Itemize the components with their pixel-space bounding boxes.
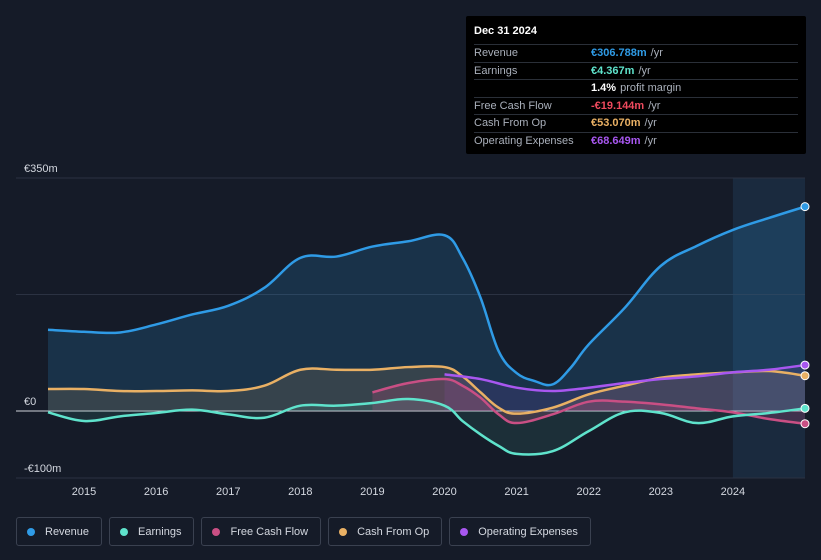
legend-item-cash-from-op[interactable]: Cash From Op xyxy=(328,517,443,546)
data-tooltip: Dec 31 2024 Revenue €306.788m/yr Earnings €… xyxy=(466,16,806,154)
tooltip-row-label xyxy=(474,80,591,97)
x-tick-label: 2023 xyxy=(649,486,673,498)
y-tick-label: €0 xyxy=(24,396,36,408)
x-tick-label: 2015 xyxy=(72,486,96,498)
tooltip-row: Operating Expenses €68.649m/yr xyxy=(474,133,798,151)
tooltip-row: Revenue €306.788m/yr xyxy=(474,45,798,63)
x-tick-label: 2018 xyxy=(288,486,312,498)
legend-label: Free Cash Flow xyxy=(230,525,309,538)
area-operating-expenses xyxy=(444,365,805,411)
line-revenue xyxy=(47,205,806,387)
endpoint-free-cash-flow xyxy=(800,419,810,429)
legend-dot-icon xyxy=(339,527,348,536)
area-free-cash-flow xyxy=(372,378,805,424)
x-tick-label: 2017 xyxy=(216,486,240,498)
tooltip-row-value: -€19.144m xyxy=(591,99,645,112)
legend-dot-icon xyxy=(212,527,221,536)
tooltip-row-unit: /yr xyxy=(650,47,663,59)
line-free-cash-flow xyxy=(372,377,806,425)
line-earnings xyxy=(47,397,806,456)
recent-period-band xyxy=(732,178,805,478)
area-revenue xyxy=(48,206,805,411)
legend-item-free-cash-flow[interactable]: Free Cash Flow xyxy=(201,517,322,546)
x-tick-label: 2021 xyxy=(504,486,528,498)
tooltip-row-unit: /yr xyxy=(644,117,657,129)
tooltip-row: 1.4% profit margin xyxy=(474,80,798,98)
x-tick-label: 2020 xyxy=(432,486,456,498)
tooltip-row-unit: /yr xyxy=(648,99,661,112)
x-tick-label: 2022 xyxy=(576,486,600,498)
tooltip-row-unit: /yr xyxy=(638,64,651,77)
y-tick-label: €350m xyxy=(24,163,58,175)
legend-dot-icon xyxy=(460,527,469,536)
endpoint-operating-expenses xyxy=(800,360,810,370)
legend-dot-icon xyxy=(120,527,129,536)
tooltip-row: Earnings €4.367m/yr xyxy=(474,63,798,80)
tooltip-row-label: Earnings xyxy=(474,64,518,77)
x-tick-label: 2024 xyxy=(721,486,745,498)
tooltip-row-value: €68.649m xyxy=(591,134,641,147)
legend-dot-icon xyxy=(27,527,35,536)
area-earnings xyxy=(48,398,805,455)
endpoint-cash-from-op xyxy=(800,371,810,381)
legend-label: Cash From Op xyxy=(357,525,430,538)
line-cash-from-op xyxy=(47,364,806,415)
endpoint-revenue xyxy=(800,202,810,212)
tooltip-row-unit: /yr xyxy=(644,134,657,147)
endpoint-earnings xyxy=(800,403,810,413)
tooltip-row-label: Operating Expenses xyxy=(474,134,574,147)
legend-label: Operating Expenses xyxy=(478,525,578,538)
tooltip-rows: Revenue €306.788m/yr Earnings €4.367m/yr 1.4… xyxy=(474,45,798,150)
tooltip-row-label: Free Cash Flow xyxy=(474,99,552,112)
line-operating-expenses xyxy=(444,363,806,393)
tooltip-date: Dec 31 2024 xyxy=(474,24,798,45)
x-tick-label: 2019 xyxy=(360,486,384,498)
tooltip-row-value: €306.788m xyxy=(591,47,647,59)
legend-item-operating-expenses[interactable]: Operating Expenses xyxy=(449,517,591,546)
legend-item-revenue[interactable]: Revenue xyxy=(16,517,103,546)
legend-item-earnings[interactable]: Earnings xyxy=(109,517,195,546)
tooltip-row-value: €53.070m xyxy=(591,117,641,129)
tooltip-row-value: €4.367m xyxy=(591,64,635,77)
legend-label: Earnings xyxy=(138,525,182,538)
tooltip-row-value: 1.4% xyxy=(591,82,617,94)
y-tick-label: -€100m xyxy=(24,463,61,475)
tooltip-row: Cash From Op €53.070m/yr xyxy=(474,115,798,133)
x-tick-label: 2016 xyxy=(144,486,168,498)
tooltip-row-label: Revenue xyxy=(474,47,519,59)
tooltip-row-label: Cash From Op xyxy=(474,117,547,129)
legend-label: Revenue xyxy=(45,525,90,538)
tooltip-row-unit: profit margin xyxy=(620,82,682,94)
chart-legend: Revenue Earnings Free Cash Flow Cash From O… xyxy=(16,517,591,546)
tooltip-row: Free Cash Flow -€19.144m/yr xyxy=(474,98,798,115)
